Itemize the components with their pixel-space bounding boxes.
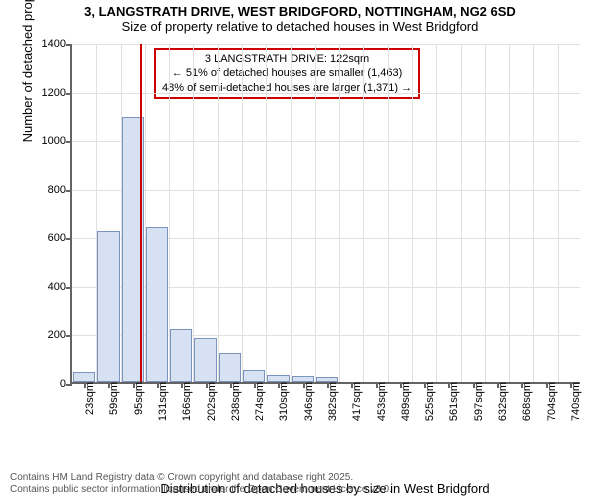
histogram-bar — [219, 353, 241, 382]
xtick-mark — [376, 382, 378, 388]
xtick-mark — [546, 382, 548, 388]
gridline-v — [193, 44, 194, 382]
xtick-mark — [521, 382, 523, 388]
histogram-bar — [73, 372, 95, 382]
xtick-mark — [448, 382, 450, 388]
xtick-mark — [497, 382, 499, 388]
gridline-v — [509, 44, 510, 382]
gridline-v — [218, 44, 219, 382]
xtick-mark — [400, 382, 402, 388]
histogram-bar — [316, 377, 338, 382]
gridline-h — [72, 190, 580, 191]
gridline-v — [315, 44, 316, 382]
histogram-bar — [97, 231, 119, 382]
histogram-bar — [194, 338, 216, 382]
xtick-mark — [303, 382, 305, 388]
gridline-v — [388, 44, 389, 382]
gridline-v — [242, 44, 243, 382]
chart-title: 3, LANGSTRATH DRIVE, WEST BRIDGFORD, NOT… — [0, 0, 600, 19]
ytick-mark — [66, 44, 72, 46]
chart-container: Number of detached properties 3 LANGSTRA… — [50, 44, 580, 420]
gridline-v — [558, 44, 559, 382]
ytick-mark — [66, 141, 72, 143]
ytick-mark — [66, 238, 72, 240]
ytick-mark — [66, 93, 72, 95]
gridline-v — [339, 44, 340, 382]
gridline-v — [485, 44, 486, 382]
ytick-mark — [66, 384, 72, 386]
xtick-mark — [473, 382, 475, 388]
chart-subtitle: Size of property relative to detached ho… — [0, 19, 600, 36]
callout-line1: 3 LANGSTRATH DRIVE: 122sqm — [162, 52, 412, 66]
xtick-mark — [570, 382, 572, 388]
gridline-v — [412, 44, 413, 382]
xtick-mark — [254, 382, 256, 388]
gridline-v — [291, 44, 292, 382]
histogram-bar — [292, 376, 314, 382]
plot-area: 3 LANGSTRATH DRIVE: 122sqm ← 51% of deta… — [70, 44, 580, 384]
xtick-mark — [424, 382, 426, 388]
xtick-mark — [181, 382, 183, 388]
gridline-v — [533, 44, 534, 382]
xtick-mark — [157, 382, 159, 388]
histogram-bar — [267, 375, 289, 382]
histogram-bar — [170, 329, 192, 382]
gridline-v — [363, 44, 364, 382]
footer-line2: Contains public sector information licen… — [10, 484, 392, 496]
y-axis-label: Number of detached properties — [20, 0, 35, 142]
ytick-mark — [66, 190, 72, 192]
histogram-bar — [146, 227, 168, 382]
xtick-mark — [84, 382, 86, 388]
xtick-mark — [206, 382, 208, 388]
xtick-mark — [351, 382, 353, 388]
ytick-mark — [66, 287, 72, 289]
histogram-bar — [243, 370, 265, 382]
xtick-mark — [230, 382, 232, 388]
gridline-v — [461, 44, 462, 382]
xtick-mark — [133, 382, 135, 388]
ytick-mark — [66, 335, 72, 337]
gridline-v — [436, 44, 437, 382]
gridline-h — [72, 44, 580, 45]
gridline-h — [72, 141, 580, 142]
footer-text: Contains HM Land Registry data © Crown c… — [10, 472, 392, 496]
gridline-h — [72, 93, 580, 94]
xtick-mark — [108, 382, 110, 388]
xtick-mark — [278, 382, 280, 388]
marker-line — [140, 44, 142, 382]
xtick-mark — [327, 382, 329, 388]
callout-line2: ← 51% of detached houses are smaller (1,… — [162, 66, 412, 80]
footer-line1: Contains HM Land Registry data © Crown c… — [10, 472, 392, 484]
gridline-v — [266, 44, 267, 382]
